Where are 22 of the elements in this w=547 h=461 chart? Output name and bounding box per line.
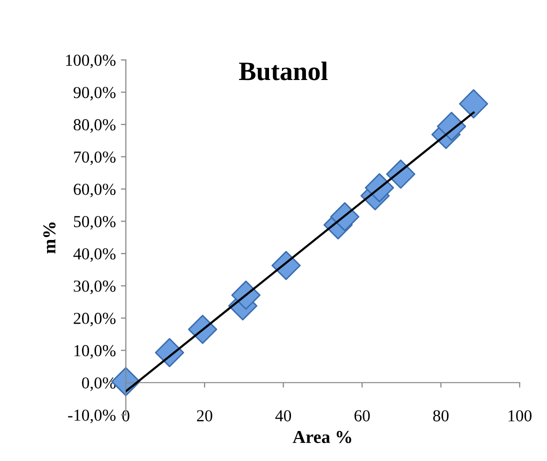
y-tick-label: 10,0%	[74, 345, 116, 359]
y-tick-label: 60,0%	[74, 184, 116, 198]
x-tick-label: 100	[508, 410, 532, 422]
y-tick-label: 90,0%	[74, 86, 116, 101]
chart-title: Butanol	[239, 62, 328, 80]
y-tick-label: 50,0%	[74, 216, 116, 230]
x-tick-label: 60	[354, 410, 370, 422]
x-axis-title: Area %	[292, 430, 352, 444]
y-tick-label: 30,0%	[74, 280, 116, 294]
x-tick-label: 40	[275, 410, 292, 422]
y-tick-label: 0,0%	[82, 377, 116, 391]
point	[458, 89, 488, 118]
y-tick-label: 20,0%	[74, 312, 116, 326]
y-tick-label: 40,0%	[73, 248, 116, 262]
x-tick-label: 0	[122, 410, 130, 422]
y-tick-label: 70,0%	[74, 151, 116, 166]
y-tick-label: 80,0%	[74, 119, 116, 133]
y-tick-label: 100,0%	[66, 54, 116, 68]
x-tick-label: 80	[433, 410, 449, 422]
y-tick-label: -10,0%	[68, 410, 116, 424]
x-tick-label: 20	[196, 410, 212, 422]
y-axis-title: m%	[43, 222, 56, 254]
